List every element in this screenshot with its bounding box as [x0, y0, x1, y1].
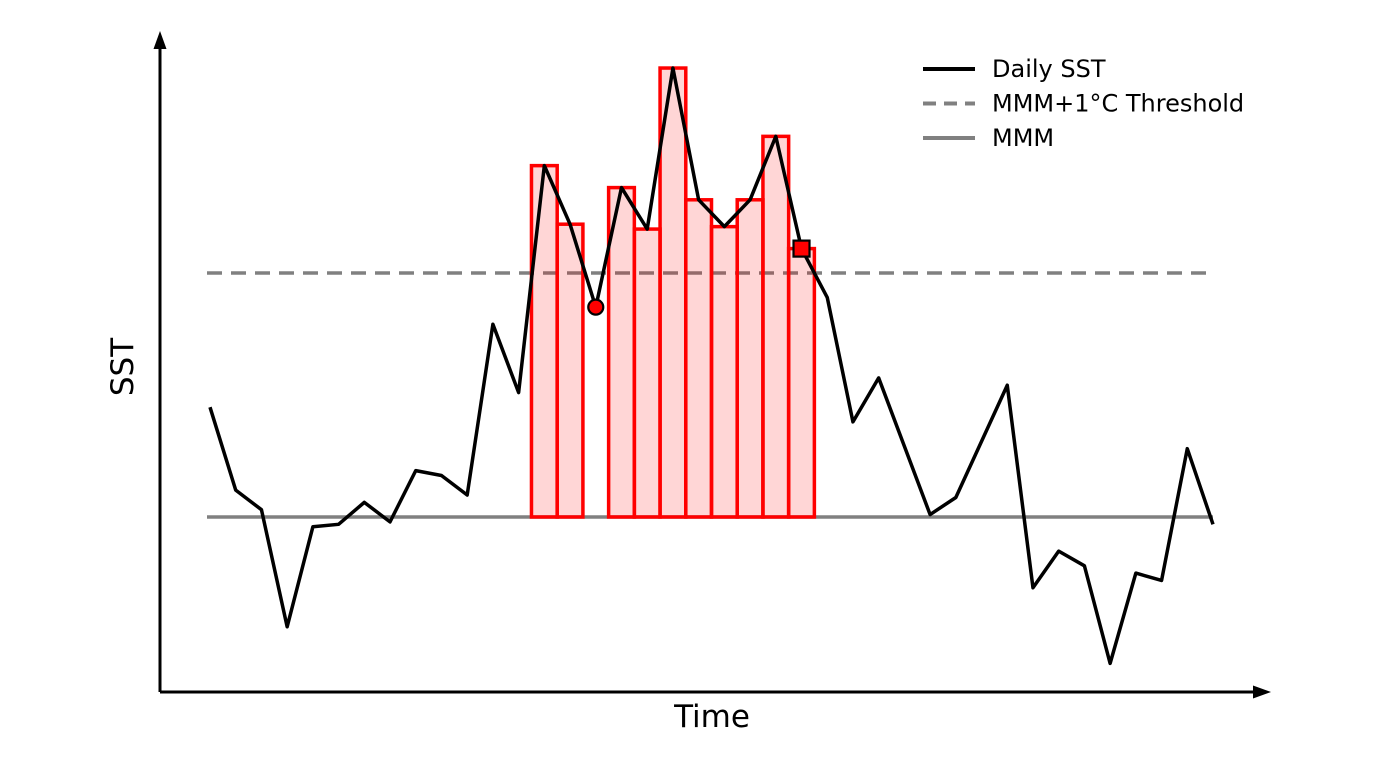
event-end-marker — [792, 239, 811, 258]
heatwave-bar — [529, 163, 559, 519]
legend-item-threshold: MMM+1°C Threshold — [923, 90, 1244, 118]
x-axis-arrow-icon — [1253, 685, 1271, 699]
axes — [153, 31, 1271, 699]
heatwave-bar — [735, 198, 765, 519]
y-axis-label: SST — [105, 337, 141, 396]
event-markers — [587, 239, 811, 316]
heatwave-bar — [761, 134, 791, 519]
legend: Daily SST MMM+1°C Threshold MMM — [923, 55, 1244, 152]
legend-item-mmm: MMM — [923, 124, 1054, 152]
heatwave-bar — [684, 198, 714, 519]
x-axis-label: Time — [673, 699, 750, 735]
heatwave-bar — [632, 227, 662, 519]
heatwave-bar — [555, 222, 585, 519]
daily-sst-path — [208, 66, 1215, 666]
below-threshold-dip-marker — [587, 298, 605, 316]
heatwave-bar — [786, 246, 817, 519]
heatwave-bars — [529, 66, 817, 519]
legend-label-threshold: MMM+1°C Threshold — [992, 90, 1244, 118]
legend-item-daily-sst: Daily SST — [923, 55, 1106, 83]
daily-sst-line — [208, 66, 1215, 666]
legend-label-mmm: MMM — [992, 124, 1054, 152]
y-axis-arrow-icon — [153, 31, 167, 49]
heatwave-bar — [709, 224, 739, 519]
legend-label-daily-sst: Daily SST — [992, 55, 1106, 83]
